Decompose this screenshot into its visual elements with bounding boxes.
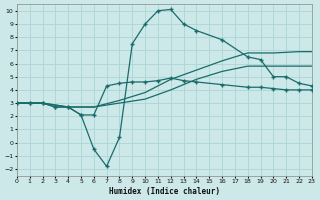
X-axis label: Humidex (Indice chaleur): Humidex (Indice chaleur) (109, 187, 220, 196)
